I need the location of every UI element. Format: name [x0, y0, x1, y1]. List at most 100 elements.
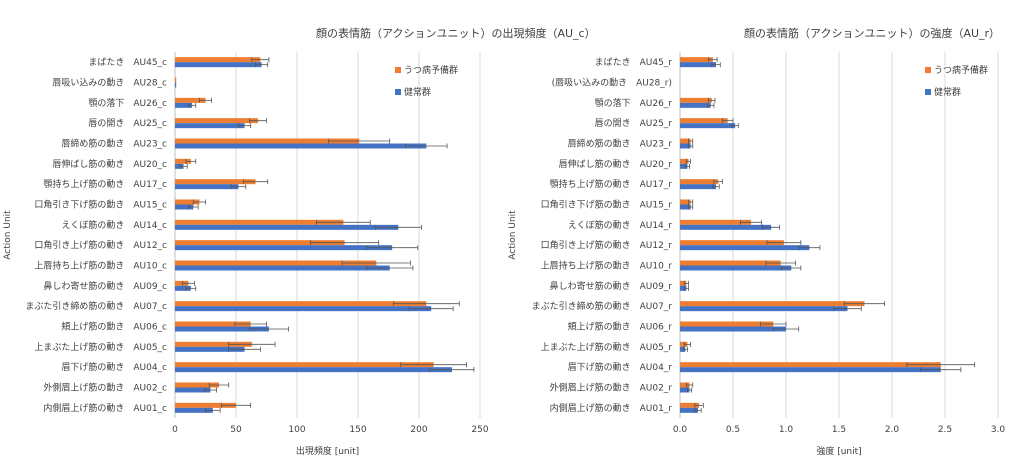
category-label: 唇吸い込みの動き AU28_c: [52, 78, 167, 89]
bar-healthy: [175, 224, 399, 230]
bar-depression: [680, 341, 688, 347]
x-tick-label: 1.0: [779, 425, 794, 435]
bar-healthy: [680, 184, 717, 190]
category-label: まぶた引き締め筋の動き AU07_c: [25, 300, 167, 312]
bar-depression: [175, 260, 377, 266]
x-tick-label: 2.0: [885, 425, 900, 435]
category-label: 外側眉上げ筋の動き AU02_c: [43, 382, 167, 394]
bar-healthy: [680, 62, 717, 68]
bar-healthy: [175, 367, 452, 373]
bar-depression: [680, 382, 690, 388]
category-label: 頬上げ筋の動き AU06_c: [61, 321, 167, 333]
legend-label-depression: うつ病予備群: [404, 64, 458, 76]
category-label: えくぼ筋の動き AU14_c: [62, 219, 167, 231]
bar-healthy: [680, 346, 686, 352]
legend-swatch-depression: [395, 67, 401, 73]
bar-healthy: [175, 184, 239, 190]
x-axis-label: 強度 [unit]: [816, 445, 861, 457]
bar-depression: [680, 402, 700, 408]
bar-depression: [680, 118, 728, 124]
category-label: 顎持ち上げ筋の動き AU17_r: [550, 178, 673, 190]
category-label: 内側眉上げ筋の動き AU01_r: [550, 402, 673, 414]
bar-depression: [175, 199, 200, 205]
bar-depression: [175, 240, 345, 246]
bar-healthy: [175, 306, 432, 312]
x-tick-label: 2.5: [938, 425, 952, 435]
bar-depression: [680, 158, 689, 164]
category-label: 唇伸ばし筋の動き AU20_c: [52, 158, 167, 170]
chart-title: 顔の表情筋（アクションユニット）の出現頻度（AU_c）: [316, 26, 596, 40]
bar-depression: [680, 362, 941, 368]
category-label: まぶた引き締め筋の動き AU07_r: [532, 300, 673, 312]
category-label: 口角引き上げ筋の動き AU12_c: [34, 239, 167, 251]
x-tick-label: 0.0: [673, 425, 688, 435]
bar-healthy: [680, 143, 691, 149]
bar-healthy: [680, 123, 736, 129]
bar-healthy: [175, 346, 245, 352]
x-tick-label: 200: [410, 425, 427, 435]
bar-depression: [175, 341, 252, 347]
bar-healthy: [175, 326, 269, 332]
category-label: 顎の落下 AU26_c: [88, 97, 167, 109]
y-axis-label: Action Unit: [3, 210, 13, 260]
category-label: 鼻しわ寄せ筋の動き AU09_c: [43, 280, 167, 292]
bar-depression: [175, 362, 434, 368]
bar-depression: [175, 179, 256, 185]
bar-depression: [175, 57, 261, 63]
category-label: 内側眉上げ筋の動き AU01_c: [43, 402, 167, 414]
x-tick-label: 150: [349, 425, 366, 435]
category-label: まばたき AU45_c: [88, 57, 167, 68]
category-label: 上唇持ち上げ筋の動き AU10_c: [34, 260, 167, 272]
category-label: 眉下げ筋の動き AU04_r: [568, 361, 673, 373]
bar-depression: [680, 240, 784, 246]
category-label: 眉下げ筋の動き AU04_c: [61, 361, 167, 373]
bar-healthy: [680, 163, 688, 169]
x-tick-label: 1.5: [832, 425, 846, 435]
x-tick-label: 3.0: [991, 425, 1006, 435]
bar-healthy: [175, 245, 393, 251]
legend-label-healthy: 健常群: [934, 86, 961, 98]
bar-healthy: [680, 265, 792, 271]
bar-healthy: [175, 123, 245, 129]
bar-healthy: [680, 285, 687, 291]
category-label: まばたき AU45_r: [595, 57, 673, 68]
category-label: 口角引き下げ筋の動き AU15_c: [34, 199, 167, 211]
bar-depression: [175, 301, 427, 307]
category-label: 顎の落下 AU26_r: [595, 97, 673, 109]
category-label: (唇吸い込みの動き AU28_r): [552, 78, 672, 89]
category-label: 口角引き下げ筋の動き AU15_r: [541, 199, 673, 211]
category-label: 顎持ち上げ筋の動き AU17_c: [43, 178, 167, 190]
bar-depression: [680, 321, 774, 327]
bar-depression: [175, 118, 258, 124]
category-label: 唇伸ばし筋の動き AU20_r: [559, 158, 673, 170]
bar-depression: [680, 219, 752, 225]
category-label: えくぼ筋の動き AU14_r: [568, 219, 672, 231]
bar-healthy: [680, 407, 699, 413]
legend-label-healthy: 健常群: [404, 86, 431, 98]
category-label: 外側眉上げ筋の動き AU02_r: [550, 382, 673, 394]
bar-healthy: [680, 204, 691, 210]
x-tick-label: 50: [230, 425, 242, 435]
bar-depression: [680, 179, 719, 185]
category-label: 鼻しわ寄せ筋の動き AU09_r: [550, 280, 673, 292]
bar-healthy: [175, 102, 193, 108]
bar-depression: [680, 138, 691, 144]
bar-healthy: [680, 387, 690, 393]
category-label: 口角引き上げ筋の動き AU12_r: [541, 239, 673, 251]
bar-healthy: [175, 204, 194, 210]
x-tick-label: 0: [172, 425, 178, 435]
category-label: 頬上げ筋の動き AU06_r: [568, 321, 673, 333]
bar-depression: [175, 321, 251, 327]
bar-healthy: [680, 224, 772, 230]
category-label: 唇締め筋の動き AU23_c: [61, 138, 167, 150]
bar-depression: [175, 402, 236, 408]
bar-healthy: [175, 265, 390, 271]
bar-depression: [680, 57, 713, 63]
bar-healthy: [680, 245, 810, 251]
category-label: 上まぶた上げ筋の動き AU05_c: [34, 341, 167, 353]
bar-depression: [680, 199, 691, 205]
bar-healthy: [680, 367, 941, 373]
legend-label-depression: うつ病予備群: [934, 64, 988, 76]
category-label: 上まぶた上げ筋の動き AU05_r: [541, 341, 673, 353]
bar-depression: [175, 280, 189, 286]
